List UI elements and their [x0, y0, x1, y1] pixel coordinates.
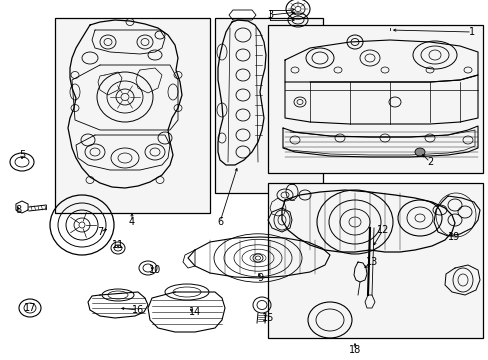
- Text: 18: 18: [348, 345, 360, 355]
- Text: 10: 10: [148, 265, 161, 275]
- Text: 17: 17: [24, 303, 36, 313]
- Text: 4: 4: [129, 217, 135, 227]
- Text: 1: 1: [468, 27, 474, 37]
- Bar: [215, 18, 323, 193]
- Text: 8: 8: [15, 205, 21, 215]
- Text: 19: 19: [447, 232, 459, 242]
- Text: 7: 7: [97, 227, 103, 237]
- Text: 11: 11: [112, 240, 124, 250]
- Text: 12: 12: [376, 225, 388, 235]
- Text: 13: 13: [365, 257, 377, 267]
- Bar: [267, 25, 482, 173]
- Text: 3: 3: [266, 10, 272, 20]
- Text: 2: 2: [426, 157, 432, 167]
- Bar: [267, 183, 482, 338]
- Bar: [55, 18, 209, 213]
- Text: 15: 15: [261, 313, 274, 323]
- Text: 14: 14: [188, 307, 201, 317]
- Text: 9: 9: [256, 273, 263, 283]
- Text: 5: 5: [19, 150, 25, 160]
- Ellipse shape: [414, 148, 424, 156]
- Text: 16: 16: [132, 305, 144, 315]
- Text: 6: 6: [217, 217, 223, 227]
